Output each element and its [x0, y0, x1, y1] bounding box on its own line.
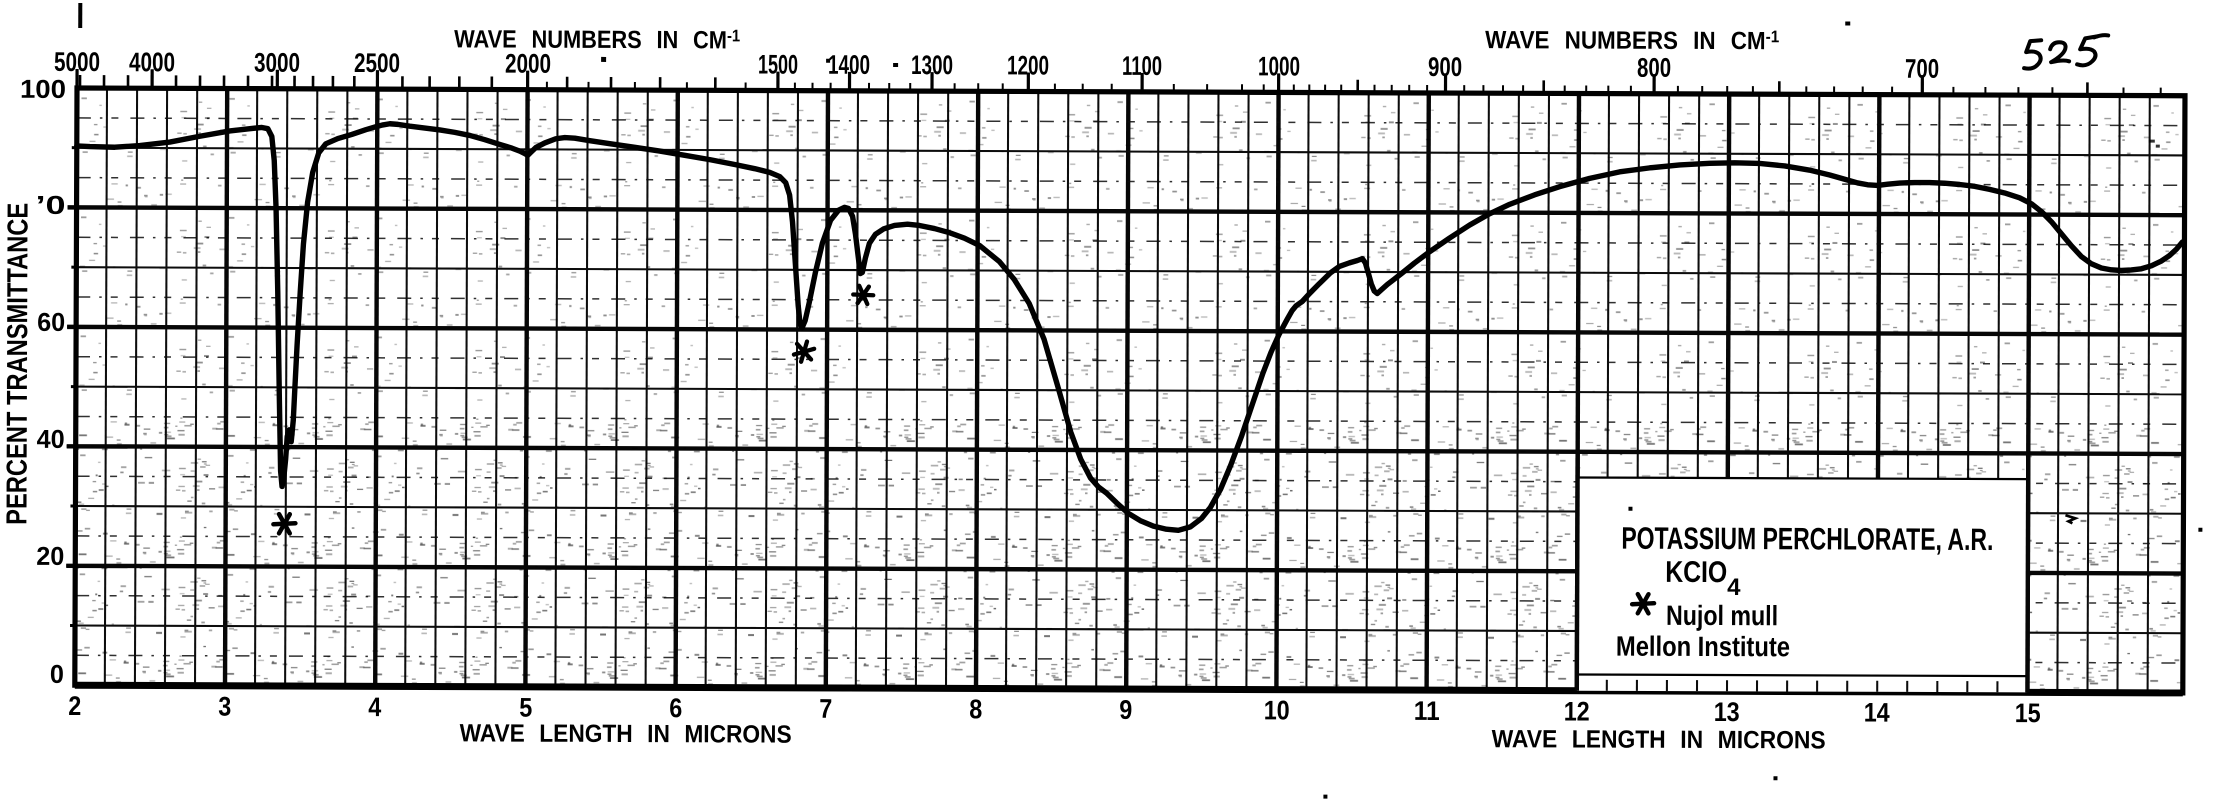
svg-text:8: 8 — [969, 694, 982, 724]
svg-text:5000: 5000 — [54, 47, 100, 77]
svg-text:40: 40 — [37, 424, 65, 454]
svg-text:WAVE LENGTH IN MICRONS: WAVE LENGTH IN MICRONS — [460, 719, 792, 748]
svg-text:1300: 1300 — [911, 50, 953, 80]
svg-text:ʼ0: ʼ0 — [36, 190, 66, 220]
svg-text:13: 13 — [1714, 697, 1740, 727]
svg-text:3000: 3000 — [254, 48, 300, 78]
svg-text:10: 10 — [1264, 695, 1290, 725]
svg-text:100: 100 — [20, 74, 66, 104]
svg-text:12: 12 — [1564, 696, 1590, 726]
svg-text:KCIO: KCIO — [1665, 556, 1727, 589]
svg-text:1000: 1000 — [1258, 51, 1300, 81]
svg-text:800: 800 — [1637, 53, 1671, 83]
svg-text:WAVE NUMBERS IN CM-1: WAVE NUMBERS IN CM-1 — [454, 25, 740, 54]
svg-text:700: 700 — [1905, 54, 1939, 84]
svg-text:1500: 1500 — [758, 49, 798, 79]
svg-text:1100: 1100 — [1122, 51, 1162, 81]
svg-text:15: 15 — [2015, 698, 2041, 728]
svg-text:POTASSIUM PERCHLORATE, A.R.: POTASSIUM PERCHLORATE, A.R. — [1621, 521, 1993, 557]
svg-text:1200: 1200 — [1007, 50, 1049, 80]
svg-text:6: 6 — [669, 693, 682, 723]
svg-text:9: 9 — [1119, 695, 1132, 725]
svg-text:2000: 2000 — [505, 49, 551, 79]
svg-text:Nujol mull: Nujol mull — [1666, 600, 1778, 631]
svg-text:900: 900 — [1428, 52, 1462, 82]
svg-text:WAVE NUMBERS IN CM-1: WAVE NUMBERS IN CM-1 — [1485, 26, 1779, 55]
svg-text:2500: 2500 — [354, 48, 400, 78]
svg-text:WAVE LENGTH IN MICRONS: WAVE LENGTH IN MICRONS — [1492, 725, 1826, 754]
svg-text:2: 2 — [68, 691, 81, 721]
svg-text:3: 3 — [218, 692, 231, 722]
svg-text:PERCENT TRANSMITTANCE: PERCENT TRANSMITTANCE — [1, 203, 34, 525]
svg-text:14: 14 — [1864, 698, 1890, 728]
svg-text:4: 4 — [368, 692, 381, 722]
svg-text:60: 60 — [37, 307, 65, 337]
svg-text:20: 20 — [36, 541, 64, 571]
svg-text:1400: 1400 — [828, 50, 870, 80]
svg-text:0: 0 — [50, 659, 64, 689]
svg-text:11: 11 — [1414, 696, 1440, 726]
svg-text:7: 7 — [819, 694, 832, 724]
svg-text:4: 4 — [1727, 574, 1741, 601]
svg-text:5: 5 — [519, 693, 532, 723]
svg-text:Mellon Institute: Mellon Institute — [1616, 631, 1790, 663]
svg-text:4000: 4000 — [129, 47, 175, 77]
